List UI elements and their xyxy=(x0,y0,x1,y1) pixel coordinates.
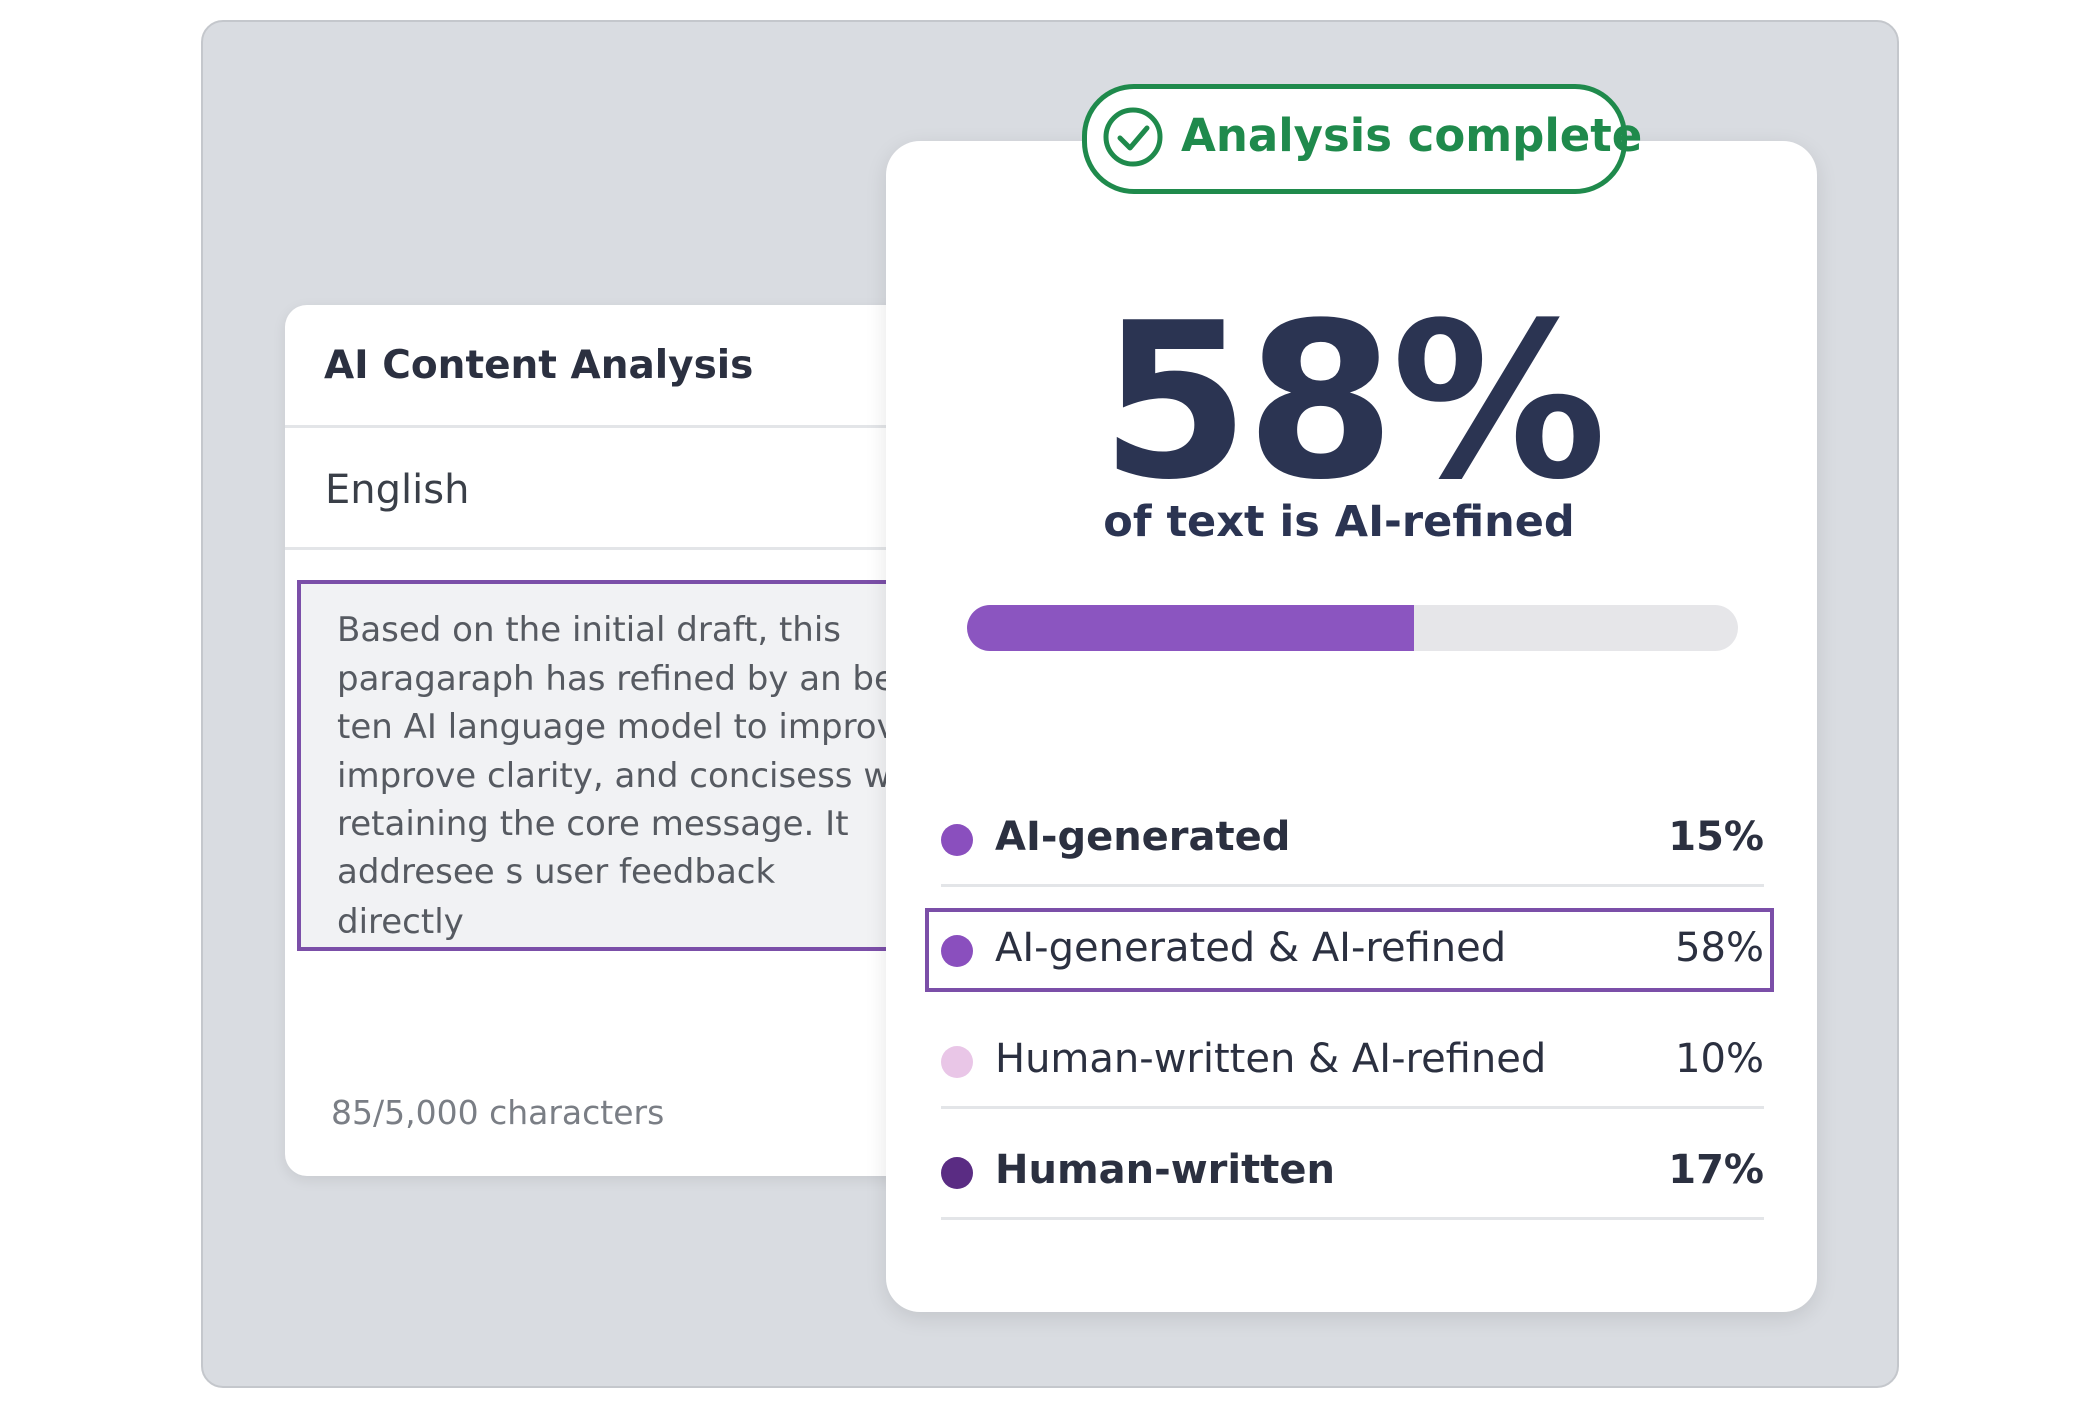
char-count: 85/5,000 characters xyxy=(331,1093,665,1132)
text-line: directly xyxy=(337,902,464,942)
progress-fill xyxy=(967,605,1415,651)
result-card: 58% of text is AI-refined xyxy=(886,141,1817,1312)
breakdown-row: AI-generated & AI-refined 58% xyxy=(941,911,1764,991)
text-line: improve clarity, and concisess whi xyxy=(337,756,899,796)
row-label: AI-generated xyxy=(995,814,1291,860)
status-badge: Analysis complete xyxy=(1082,84,1642,194)
badge-text: Analysis complete xyxy=(1181,109,1643,162)
row-value: 10% xyxy=(1675,1036,1764,1082)
language-select[interactable]: English xyxy=(325,467,470,513)
text-line: Based on the initial draft, this xyxy=(337,610,842,650)
row-label: Human-written xyxy=(995,1147,1335,1193)
highlight-box xyxy=(925,908,1774,992)
divider xyxy=(285,425,985,428)
divider xyxy=(941,1217,1764,1220)
text-line: ten AI language model to improv xyxy=(337,707,897,747)
check-icon xyxy=(1103,107,1163,167)
row-value: 58% xyxy=(1675,925,1764,971)
text-line: addresee s user feedback xyxy=(337,852,776,892)
card-title: AI Content Analysis xyxy=(324,343,754,388)
row-value: 17% xyxy=(1668,1147,1764,1193)
legend-dot xyxy=(941,1046,973,1078)
caption: of text is AI-refined xyxy=(1103,497,1575,547)
row-label: AI-generated & AI-refined xyxy=(995,925,1507,971)
legend-dot xyxy=(941,824,973,856)
text-line: paragaraph has refined by an bee xyxy=(337,659,899,699)
progress-track xyxy=(967,605,1738,651)
row-value: 15% xyxy=(1668,814,1764,860)
breakdown-row: Human-written 17% xyxy=(941,1133,1764,1220)
row-label: Human-written & AI-refined xyxy=(995,1036,1547,1082)
legend-dot xyxy=(941,935,973,967)
text-line: retaining the core message. It xyxy=(337,804,849,844)
breakdown-row: Human-written & AI-refined 10% xyxy=(941,1022,1764,1109)
breakdown-row: AI-generated 15% xyxy=(941,800,1764,887)
score: 58% xyxy=(1100,276,1607,527)
text-input[interactable]: Based on the initial draft, this paragara… xyxy=(297,580,899,951)
legend-dot xyxy=(941,1157,973,1189)
divider xyxy=(941,884,1764,887)
divider xyxy=(941,1106,1764,1109)
divider xyxy=(285,547,985,550)
